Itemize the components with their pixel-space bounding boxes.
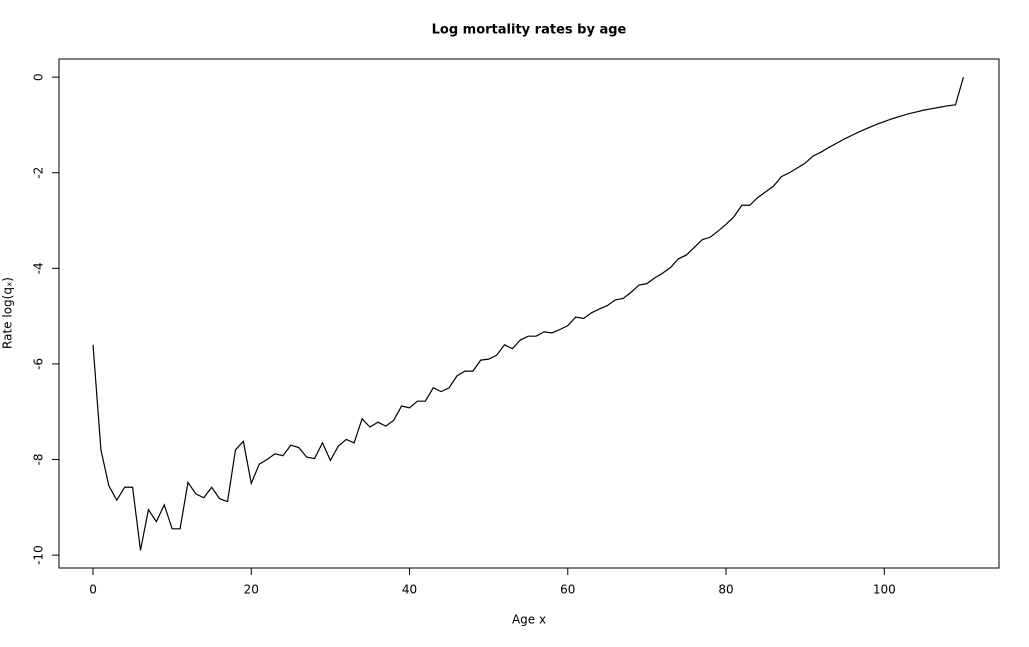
plot-box bbox=[58, 58, 1000, 569]
x-axis-label: Age x bbox=[512, 613, 546, 627]
y-tick-label: -6 bbox=[32, 358, 46, 370]
x-tick-label: 40 bbox=[402, 583, 417, 597]
data-line bbox=[92, 76, 964, 551]
x-tick-label: 80 bbox=[718, 583, 733, 597]
x-tick-label: 0 bbox=[89, 583, 97, 597]
y-tick-label: -8 bbox=[32, 454, 46, 466]
x-tick-label: 100 bbox=[873, 583, 896, 597]
y-tick-label: 0 bbox=[32, 73, 46, 81]
y-tick-label: -4 bbox=[32, 262, 46, 274]
y-tick-label: -10 bbox=[32, 545, 46, 565]
y-axis-label: Rate log(qₓ) bbox=[1, 277, 15, 349]
chart-title: Log mortality rates by age bbox=[432, 23, 627, 38]
x-tick-label: 60 bbox=[560, 583, 575, 597]
x-tick-label: 20 bbox=[244, 583, 259, 597]
y-tick-label: -2 bbox=[32, 167, 46, 179]
